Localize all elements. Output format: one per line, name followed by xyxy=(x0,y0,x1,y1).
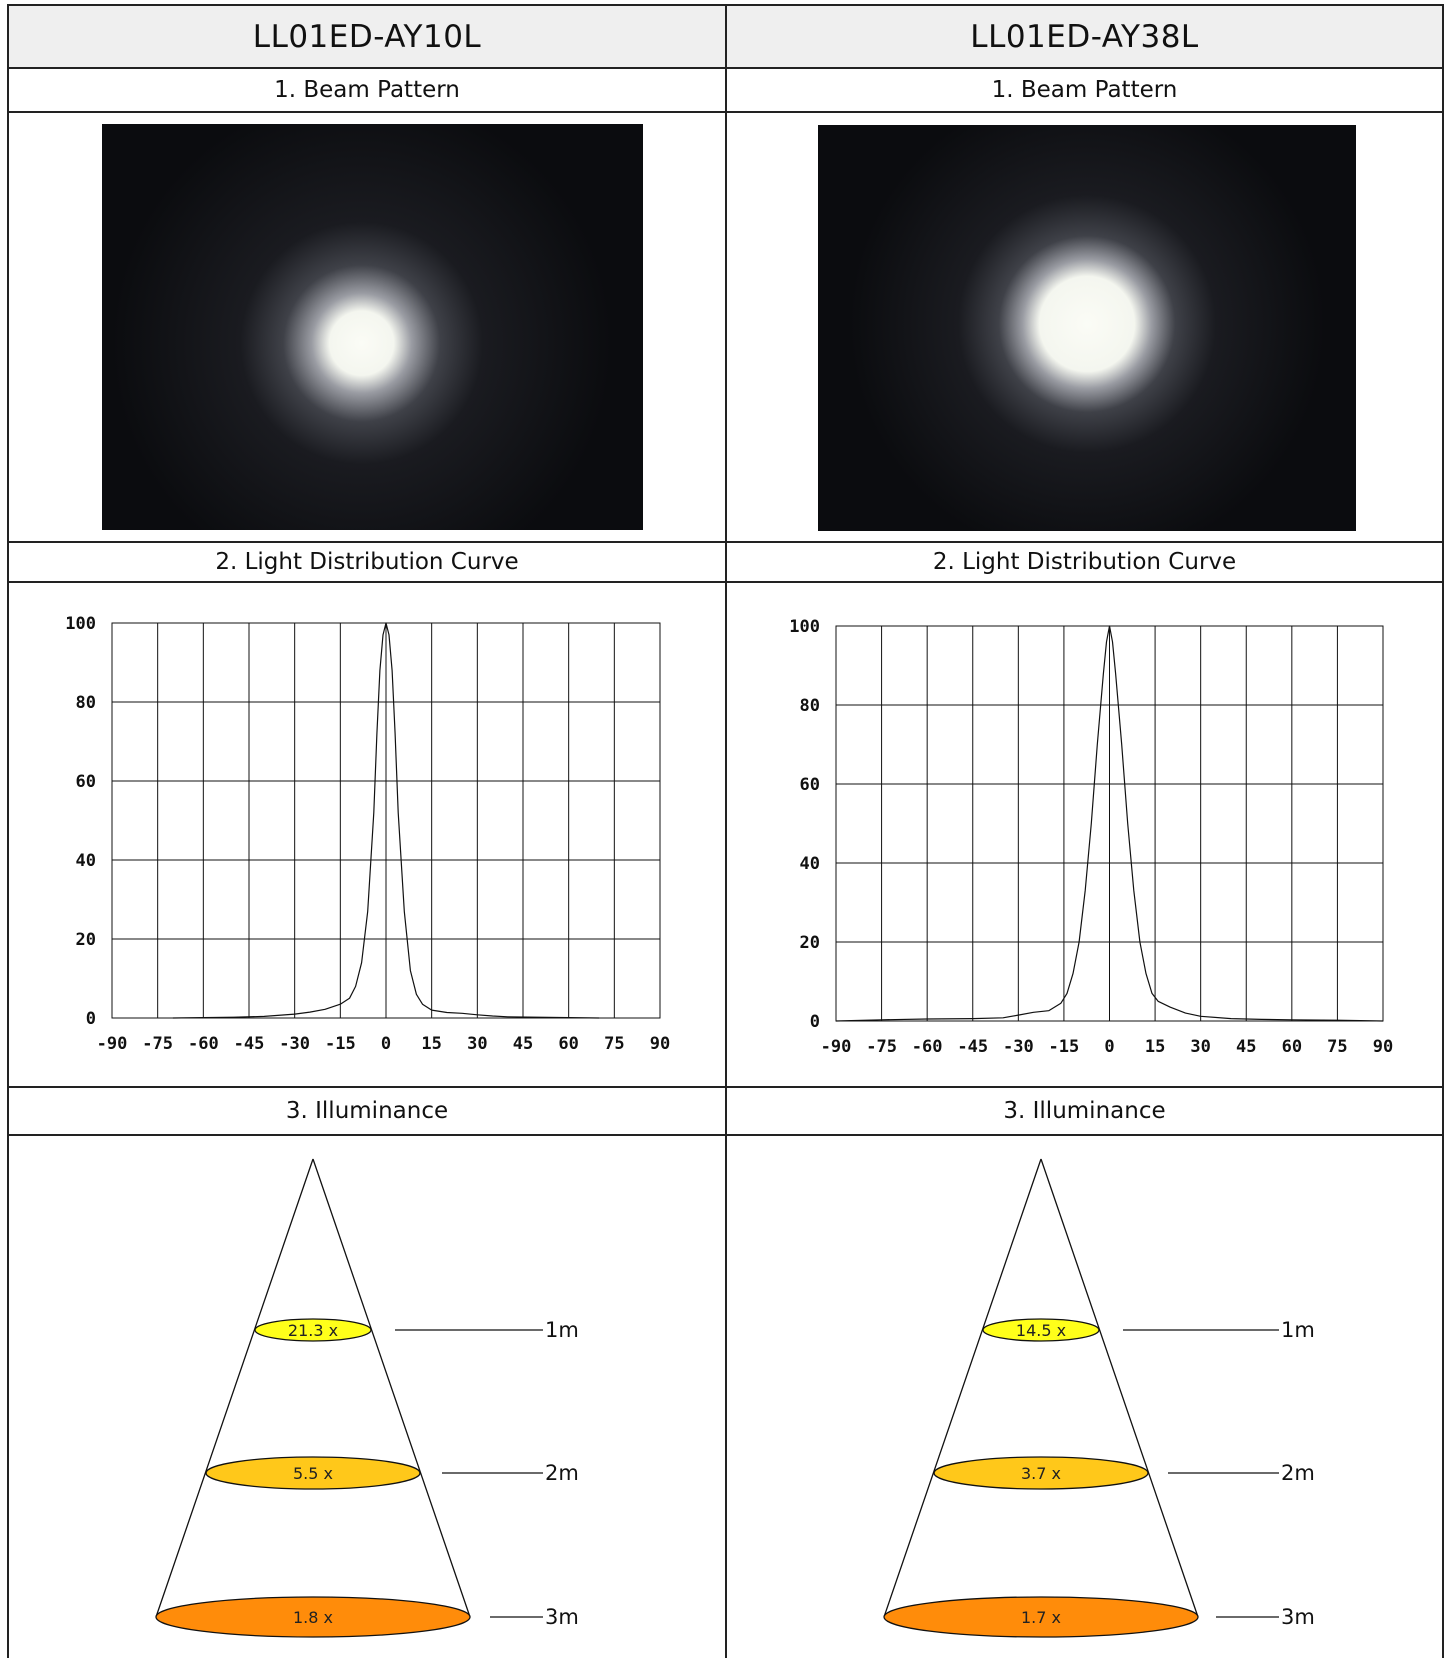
beam-pattern-image-right xyxy=(818,125,1356,531)
x-tick-label: -60 xyxy=(912,1037,943,1057)
x-tick-label: 30 xyxy=(467,1034,487,1054)
x-tick-label: -75 xyxy=(142,1034,173,1054)
illuminance-value: 14.5 x xyxy=(1016,1321,1066,1340)
x-tick-label: 45 xyxy=(1236,1037,1256,1057)
x-tick-label: 90 xyxy=(650,1034,670,1054)
illuminance-value: 1.7 x xyxy=(1021,1608,1061,1627)
curve-title-left: 2. Light Distribution Curve xyxy=(215,549,519,575)
x-tick-label: -75 xyxy=(866,1037,897,1057)
x-tick-label: 0 xyxy=(381,1034,391,1054)
illuminance-ellipse xyxy=(933,1456,1149,1490)
cone-edge-right xyxy=(1040,1158,1199,1618)
cone-edge-right xyxy=(312,1158,471,1618)
y-tick-label: 100 xyxy=(65,614,96,634)
x-tick-label: -90 xyxy=(821,1037,852,1057)
model-name-left: LL01ED-AY10L xyxy=(252,18,482,55)
curve-title-right: 2. Light Distribution Curve xyxy=(932,549,1237,575)
table-column-divider xyxy=(725,4,727,1658)
x-tick-label: -30 xyxy=(1003,1037,1034,1057)
y-tick-label: 40 xyxy=(800,854,820,874)
y-tick-label: 60 xyxy=(800,775,820,795)
distance-label: 1m xyxy=(1281,1318,1315,1342)
distance-label: 2m xyxy=(1281,1461,1315,1485)
x-tick-label: 15 xyxy=(1145,1037,1165,1057)
x-tick-label: 60 xyxy=(558,1034,578,1054)
y-tick-label: 0 xyxy=(810,1012,820,1032)
y-tick-label: 40 xyxy=(76,851,96,871)
illuminance-title-right: 3. Illuminance xyxy=(1003,1098,1166,1124)
illuminance-title-left: 3. Illuminance xyxy=(285,1098,449,1124)
x-tick-label: 15 xyxy=(421,1034,441,1054)
illuminance-value: 21.3 x xyxy=(288,1321,338,1340)
cone-edge-left xyxy=(155,1158,314,1618)
x-tick-label: 75 xyxy=(604,1034,624,1054)
distance-label: 2m xyxy=(545,1461,579,1485)
y-tick-label: 80 xyxy=(800,696,820,716)
model-name-right: LL01ED-AY38L xyxy=(970,18,1199,55)
distance-label: 1m xyxy=(545,1318,579,1342)
distribution-curve xyxy=(172,622,600,1019)
illuminance-ellipse xyxy=(254,1318,372,1342)
light-distribution-chart-right: -90 -75 -60 -45 -30 -15 0 15 30 45 60 75 90 0 20 40 60 80… xyxy=(789,617,1393,1057)
x-tick-label: 0 xyxy=(1104,1037,1114,1057)
x-tick-label: 90 xyxy=(1373,1037,1393,1057)
illuminance-ellipse xyxy=(155,1596,471,1638)
beam-pattern-title-left: 1. Beam Pattern xyxy=(274,77,460,103)
x-tick-label: 30 xyxy=(1190,1037,1210,1057)
distribution-curve xyxy=(835,625,1384,1022)
beam-pattern-image-left xyxy=(102,124,643,530)
illuminance-value: 1.8 x xyxy=(293,1608,333,1627)
illuminance-diagram-left: 21.3 x 1m 5.5 x 2m 1.8 x 3m xyxy=(155,1158,579,1638)
distance-label: 3m xyxy=(545,1605,579,1629)
illuminance-ellipse xyxy=(982,1318,1100,1342)
table-border-right xyxy=(1442,4,1444,1658)
beam-pattern-title-right: 1. Beam Pattern xyxy=(991,77,1178,103)
illuminance-diagram-right: 14.5 x 1m 3.7 x 2m 1.7 x 3m xyxy=(883,1158,1315,1638)
y-tick-label: 20 xyxy=(76,930,96,950)
x-tick-label: -45 xyxy=(234,1034,265,1054)
x-tick-label: -60 xyxy=(188,1034,219,1054)
x-tick-label: -30 xyxy=(279,1034,310,1054)
y-tick-label: 80 xyxy=(76,693,96,713)
light-distribution-chart-left: -90 -75 -60 -45 -30 -15 0 15 30 45 60 75 90 0 20 40 60 80… xyxy=(65,614,670,1054)
distance-label: 3m xyxy=(1281,1605,1315,1629)
y-tick-label: 0 xyxy=(86,1009,96,1029)
cone-edge-left xyxy=(883,1158,1042,1618)
x-tick-label: -45 xyxy=(957,1037,988,1057)
x-tick-label: -15 xyxy=(1049,1037,1080,1057)
x-tick-label: -15 xyxy=(325,1034,356,1054)
y-tick-label: 60 xyxy=(76,772,96,792)
table-border-left xyxy=(7,4,9,1658)
x-tick-label: 45 xyxy=(513,1034,533,1054)
y-tick-label: 20 xyxy=(800,933,820,953)
x-tick-label: 60 xyxy=(1282,1037,1302,1057)
illuminance-ellipse xyxy=(883,1596,1199,1638)
illuminance-value: 3.7 x xyxy=(1021,1464,1061,1483)
y-tick-label: 100 xyxy=(789,617,820,637)
x-tick-label: 75 xyxy=(1327,1037,1347,1057)
illuminance-value: 5.5 x xyxy=(293,1464,333,1483)
illuminance-ellipse xyxy=(205,1456,421,1490)
x-tick-label: -90 xyxy=(97,1034,128,1054)
